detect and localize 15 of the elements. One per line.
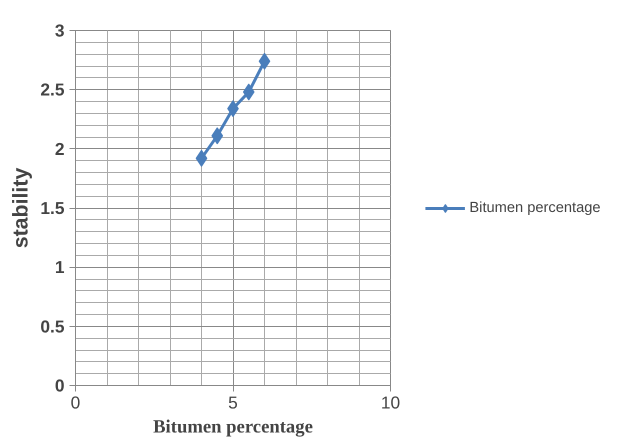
y-tick-label: 0 xyxy=(54,376,65,396)
x-axis-title: Bitumen percentage xyxy=(153,416,313,438)
point xyxy=(242,84,255,101)
y-tick-label: 3 xyxy=(54,20,65,40)
y-tick-label: 1 xyxy=(54,257,65,278)
y-tick-label: 2 xyxy=(54,138,65,159)
legend-label: Bitumen percentage xyxy=(469,200,601,216)
x-tick-label: 10 xyxy=(380,392,400,412)
y-tick-label: 2.5 xyxy=(40,80,65,100)
y-tick-label: 0.5 xyxy=(40,316,65,336)
point xyxy=(211,127,224,144)
y-tick-label: 1.5 xyxy=(40,198,65,218)
x-tick-label: 5 xyxy=(228,392,238,412)
y-axis-title: stability xyxy=(8,168,32,248)
x-tick-label: 0 xyxy=(70,392,80,412)
